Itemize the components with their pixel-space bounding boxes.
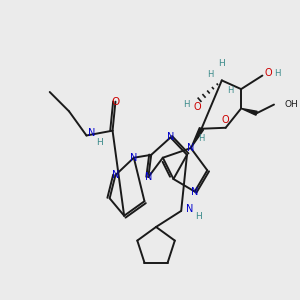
- Text: N: N: [112, 170, 119, 180]
- Polygon shape: [241, 108, 257, 115]
- Text: N: N: [88, 128, 95, 138]
- Text: O: O: [265, 68, 273, 78]
- Text: H: H: [198, 134, 205, 143]
- Text: N: N: [187, 143, 194, 153]
- Text: N: N: [167, 132, 174, 142]
- Text: H: H: [227, 86, 233, 95]
- Text: H: H: [183, 100, 190, 109]
- Text: N: N: [191, 187, 198, 196]
- Text: H: H: [218, 58, 225, 68]
- Text: O: O: [194, 102, 201, 112]
- Text: O: O: [222, 115, 230, 124]
- Text: OH: OH: [284, 100, 298, 109]
- Text: N: N: [145, 172, 152, 182]
- Text: H: H: [208, 70, 214, 79]
- Text: O: O: [111, 97, 120, 107]
- Text: H: H: [195, 212, 201, 220]
- Text: H: H: [274, 69, 281, 78]
- Text: N: N: [186, 204, 193, 214]
- Text: N: N: [130, 153, 137, 163]
- Text: H: H: [96, 138, 103, 147]
- Polygon shape: [191, 128, 203, 148]
